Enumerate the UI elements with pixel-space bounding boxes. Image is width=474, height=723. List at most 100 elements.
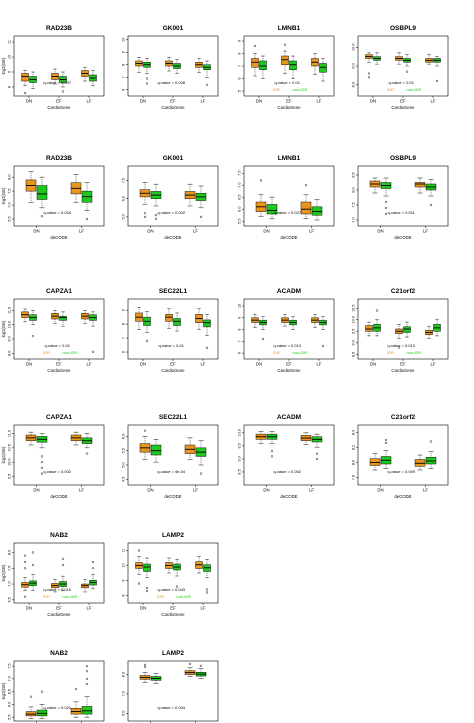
box-idr bbox=[365, 321, 373, 337]
x-tick-label: DN bbox=[377, 229, 383, 234]
box-idr bbox=[251, 53, 259, 77]
box-non-idr bbox=[59, 575, 67, 591]
q-value-annotation: q-value = 0.013 bbox=[273, 343, 301, 348]
y-tick-label: 7.0 bbox=[8, 202, 12, 207]
plot-frame bbox=[127, 660, 219, 722]
box-non-idr bbox=[259, 55, 267, 79]
box-idr bbox=[21, 577, 29, 591]
box-idr bbox=[165, 557, 173, 574]
plot-frame bbox=[243, 165, 335, 227]
y-tick-label: 10.5 bbox=[8, 444, 12, 451]
box-non-idr bbox=[143, 58, 151, 74]
x-tick-label: DN bbox=[26, 606, 32, 611]
outlier-point bbox=[145, 77, 149, 80]
plot-frame bbox=[13, 542, 105, 604]
box-non-idr bbox=[203, 559, 211, 578]
box-idr bbox=[25, 431, 37, 446]
q-value-annotation: q-value = 0.011 bbox=[388, 210, 416, 215]
y-tick-label: 7.0 bbox=[8, 676, 12, 681]
legend-non-idr: non-IDR bbox=[292, 350, 307, 355]
outlier-point bbox=[40, 455, 44, 458]
panel-title: RAD23B bbox=[46, 25, 72, 32]
box-non-idr bbox=[29, 71, 37, 89]
box-non-idr bbox=[266, 431, 278, 444]
outlier-point bbox=[143, 665, 147, 668]
y-tick-label: 9.5 bbox=[8, 474, 12, 479]
plot-frame bbox=[127, 165, 219, 227]
y-tick-label: 10 bbox=[122, 563, 126, 567]
outlier-point bbox=[85, 665, 89, 668]
box-idr bbox=[135, 556, 143, 575]
x-tick-label: LF bbox=[200, 362, 205, 367]
y-tick-label: 7.5 bbox=[238, 171, 242, 176]
box-idr bbox=[51, 579, 59, 593]
y-tick-label: 8.0 bbox=[352, 460, 356, 465]
legend-idr: IDR bbox=[273, 350, 280, 355]
x-tick-label: LF bbox=[316, 362, 321, 367]
outlier-point bbox=[384, 438, 388, 442]
box-iqr bbox=[266, 204, 278, 215]
y-tick-label: 7.0 bbox=[8, 581, 12, 586]
legend-idr: IDR bbox=[273, 87, 280, 92]
y-tick-label: 9.5 bbox=[238, 443, 242, 448]
panel-lmnb1: LMNB1 5 6 7 8 9 DN EF LF CardioGene q-value = 0.01… bbox=[238, 25, 335, 110]
legend-idr: IDR bbox=[43, 594, 50, 599]
outlier-point bbox=[321, 344, 325, 348]
x-tick-label: DN bbox=[26, 362, 32, 367]
legend-non-idr: non-IDR bbox=[292, 87, 307, 92]
x-tick-label: DN bbox=[140, 362, 146, 367]
outlier-point bbox=[435, 79, 439, 83]
x-tick-label: LF bbox=[430, 362, 435, 367]
q-value-annotation: q-value = 0.01 bbox=[158, 343, 184, 348]
x-tick-label: LF bbox=[309, 229, 314, 234]
box-iqr bbox=[203, 319, 211, 328]
y-tick-label: 7.0 bbox=[238, 183, 242, 188]
box-idr bbox=[184, 667, 196, 677]
plot-frame bbox=[13, 298, 105, 360]
x-tick-label: LF bbox=[200, 606, 205, 611]
x-tick-label: EF bbox=[400, 99, 406, 104]
outlier-point bbox=[367, 72, 371, 75]
q-value-annotation: q-value = 0.002 bbox=[273, 469, 301, 474]
x-axis-label: deCODE bbox=[280, 235, 297, 240]
x-tick-label: LF bbox=[86, 99, 91, 104]
panel-nab2: NAB2 6.5 7.0 7.5 8.0 log2(GE) DN EF LF CardioGene… bbox=[1, 532, 105, 617]
y-tick-label: 9 bbox=[122, 309, 126, 311]
box-non-idr bbox=[311, 199, 323, 221]
q-value-annotation: q-value = 0.004 bbox=[157, 705, 185, 710]
x-axis-label: deCODE bbox=[164, 494, 181, 499]
panel-gk001: GK001 5.0 6.0 7.0 DN LF deCODE q-value = 0.002 bbox=[122, 155, 219, 240]
legend-non-idr: non-IDR bbox=[62, 594, 77, 599]
outlier-point bbox=[145, 82, 149, 85]
box-idr bbox=[135, 57, 143, 73]
box-non-idr bbox=[425, 451, 437, 469]
box-non-idr bbox=[36, 433, 48, 449]
legend-non-idr: non-IDR bbox=[62, 350, 77, 355]
x-tick-label: LF bbox=[423, 229, 428, 234]
outlier-point bbox=[259, 179, 263, 182]
x-tick-label: EF bbox=[170, 362, 176, 367]
outlier-point bbox=[261, 337, 265, 341]
y-tick-label: 7.5 bbox=[8, 188, 12, 193]
y-tick-label: 6 bbox=[122, 89, 126, 91]
box-idr bbox=[139, 436, 151, 460]
box-idr bbox=[195, 308, 203, 330]
y-tick-label: 8.0 bbox=[122, 672, 126, 677]
q-value-annotation: q-value = 0.008 bbox=[157, 80, 185, 85]
x-axis-label: CardioGene bbox=[47, 105, 71, 110]
q-value-annotation: q-value = 0.013 bbox=[387, 343, 415, 348]
y-tick-label: 9 bbox=[238, 317, 242, 319]
box-iqr bbox=[281, 55, 289, 65]
panel-sec22l1: SEC22L1 4.5 5.0 5.5 6.0 DN LF deCODE q-value = 4… bbox=[122, 414, 219, 499]
outlier-point bbox=[397, 346, 401, 349]
box-non-idr bbox=[289, 316, 297, 330]
box-idr bbox=[25, 706, 37, 719]
q-value-annotation: q-value = 0.007 bbox=[43, 80, 71, 85]
y-tick-label: 8.0 bbox=[8, 175, 12, 180]
box-iqr bbox=[403, 326, 411, 333]
outlier-point bbox=[384, 212, 388, 216]
x-axis-label: deCODE bbox=[280, 494, 297, 499]
box-idr bbox=[300, 432, 312, 445]
y-tick-label: 6.0 bbox=[122, 434, 126, 439]
outlier-point bbox=[40, 215, 44, 218]
